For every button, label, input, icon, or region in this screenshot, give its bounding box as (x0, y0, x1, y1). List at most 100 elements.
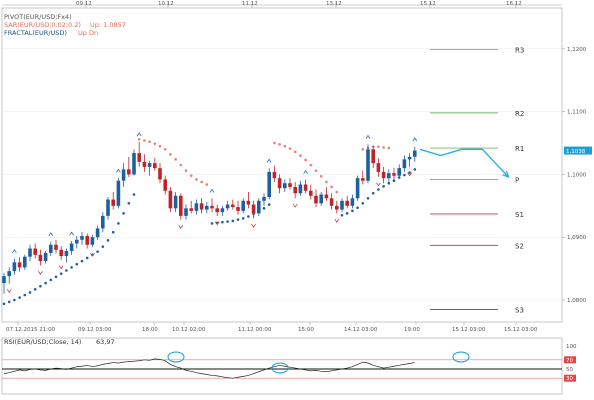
sar-dot-up (408, 171, 411, 174)
fractal-down-marker (376, 182, 381, 187)
sar-dot-up (132, 193, 136, 196)
candle-body (257, 200, 261, 214)
candle-body (158, 168, 162, 180)
candle-body (361, 178, 365, 181)
fractal-down-marker (251, 223, 256, 228)
candle-body (163, 179, 167, 191)
fractal-up-marker (303, 169, 308, 174)
sar-dot-down (189, 174, 193, 177)
fractal-down-marker (178, 225, 184, 230)
sar-dot-up (39, 284, 42, 288)
legend-sar-value: Up: 1.0857 (90, 21, 126, 29)
sar-dot-down (205, 183, 209, 186)
y-tick-label: 1,0900 (567, 235, 587, 241)
rsi-highlight-ellipse (167, 351, 185, 363)
candle-body (350, 198, 355, 206)
candle-body (314, 195, 318, 204)
legend-fractal: FRACTAL(EUR/USD) (4, 29, 67, 37)
sar-dot-up (221, 220, 224, 224)
sar-dot-up (241, 217, 245, 220)
candle-body (142, 161, 147, 167)
candle-body (85, 235, 89, 245)
sar-dot-up (106, 239, 110, 242)
x-tick-label: 19:00 (404, 327, 420, 333)
x-tick-label: 11.12 00:00 (238, 327, 272, 333)
sar-dot-up (382, 185, 385, 188)
x-tick-label: 15.12 03:00 (452, 327, 486, 333)
rsi-panel-frame (1, 337, 563, 395)
sar-dot-down (387, 146, 391, 150)
candle-body (7, 271, 11, 277)
sar-dot-up (80, 259, 84, 263)
candle-body (64, 251, 69, 257)
candle-body (80, 235, 84, 240)
sar-dot-up (96, 250, 99, 253)
sar-dot-up (117, 222, 120, 225)
rsi-highlight-ellipse (271, 362, 289, 374)
sar-dot-down (335, 190, 339, 194)
candle-body (283, 183, 287, 189)
candle-body (387, 173, 391, 179)
sar-dot-down (179, 163, 183, 167)
fractal-up-marker (12, 249, 17, 254)
sar-dot-down (148, 140, 151, 144)
pivot-label-s1: S1 (515, 211, 524, 219)
fractal-up-marker (48, 232, 54, 237)
candle-body (267, 171, 271, 198)
candle-body (137, 153, 141, 162)
candle-body (23, 256, 27, 268)
y-tick-label: 1,1200 (567, 47, 587, 53)
candle-body (153, 163, 157, 169)
x-tick-label: 07.12.2015 21:00 (6, 327, 56, 333)
sar-dot-down (283, 144, 287, 148)
sar-dot-up (49, 278, 53, 282)
sar-dot-down (153, 142, 157, 145)
sar-dot-down (293, 150, 297, 154)
candle-body (147, 163, 152, 167)
candle-body (38, 254, 43, 262)
sar-dot-up (392, 179, 396, 182)
candle-body (246, 200, 251, 205)
fractal-down-marker (334, 218, 340, 223)
pivot-label-r3: R3 (515, 46, 524, 54)
candle-body (324, 194, 329, 199)
candle-body (179, 195, 183, 216)
sar-dot-up (371, 191, 375, 195)
candle-body (49, 244, 53, 253)
fractal-up-marker (116, 168, 121, 173)
sar-dot-up (236, 218, 240, 221)
y-tick-label: 1,1100 (567, 110, 587, 116)
sar-dot-up (7, 300, 11, 304)
top-date-label: 16.12 (506, 1, 522, 7)
rsi-tick-label: 30 (566, 376, 573, 382)
y-tick-label: 1,1000 (567, 172, 587, 178)
sar-dot-up (366, 196, 370, 200)
sar-dot-up (387, 181, 391, 185)
candle-body (33, 248, 37, 255)
candle-body (184, 208, 188, 216)
sar-dot-up (361, 202, 365, 205)
sar-dot-down (288, 147, 292, 150)
sar-dot-down (200, 180, 203, 184)
rsi-line (3, 358, 415, 379)
sar-dot-up (262, 207, 266, 210)
legend-pivot: PIVOT(EUR/USD;Fx4) (4, 13, 72, 21)
x-tick-label: 15.12 03:00 (504, 327, 538, 333)
candle-body (225, 204, 230, 209)
x-tick-label: 14.12 03:00 (344, 327, 378, 333)
candle-body (241, 200, 245, 211)
candle-body (59, 249, 63, 257)
projection-arrowhead (502, 170, 510, 179)
candle-body (340, 200, 344, 210)
candle-body (355, 178, 360, 199)
candle-body (366, 149, 370, 181)
candle-body (319, 194, 323, 204)
candle-body (43, 252, 48, 262)
candle-body (54, 244, 58, 250)
sar-dot-down (299, 154, 302, 157)
sar-dot-up (111, 230, 115, 234)
top-date-label: 13.12 (326, 1, 342, 7)
sar-dot-up (403, 173, 406, 177)
candle-body (236, 207, 240, 211)
